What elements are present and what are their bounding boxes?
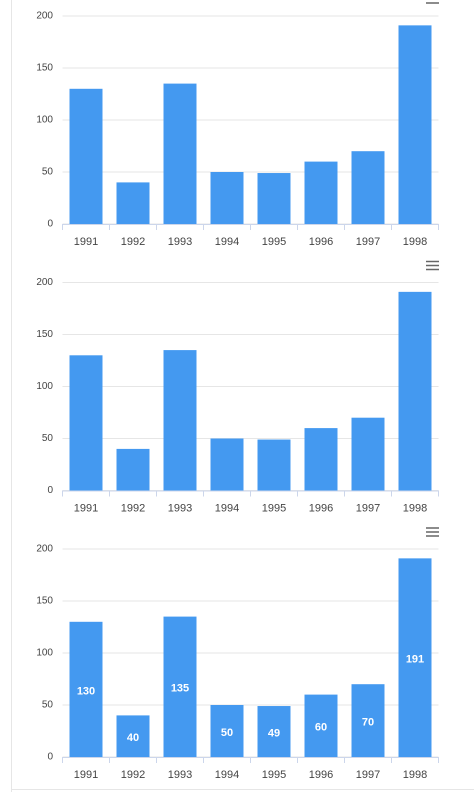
x-tick-label: 1997 [356, 236, 380, 248]
x-tick-label: 1993 [168, 502, 192, 514]
x-tick-label: 1998 [403, 236, 427, 248]
data-label: 191 [406, 654, 424, 666]
bar [69, 355, 103, 491]
x-tick-label: 1996 [309, 502, 333, 514]
menu-button[interactable] [426, 0, 439, 4]
bar [210, 705, 244, 757]
y-tick-label: 100 [36, 115, 53, 126]
y-tick-label: 150 [36, 63, 53, 74]
y-tick-label: 200 [36, 11, 53, 22]
bar [304, 694, 338, 757]
chart: 0 50 100 150 200 1991 130 1992 40 1993 135 1994 50 19… [36, 527, 439, 781]
menu-button[interactable] [426, 527, 439, 537]
x-tick-label: 1998 [403, 502, 427, 514]
chart: 0 50 100 150 200 1991 1992 1993 1994 1995 1996 1997… [36, 0, 439, 248]
x-tick-label: 1997 [356, 502, 380, 514]
x-tick-label: 1994 [215, 236, 239, 248]
bar [210, 172, 244, 224]
x-tick-label: 1991 [74, 236, 98, 248]
data-label: 135 [171, 683, 189, 695]
x-tick-label: 1991 [74, 769, 98, 781]
bar [257, 173, 291, 224]
bar [163, 616, 197, 757]
x-tick-label: 1993 [168, 236, 192, 248]
data-label: 130 [77, 685, 95, 697]
y-tick-label: 100 [36, 381, 53, 392]
x-tick-label: 1992 [121, 236, 145, 248]
bar [69, 621, 103, 757]
bar [398, 25, 432, 224]
y-tick-label: 50 [42, 700, 54, 711]
y-tick-label: 200 [36, 277, 53, 288]
bar [257, 439, 291, 491]
data-label: 49 [268, 727, 280, 739]
x-tick-label: 1994 [215, 769, 239, 781]
bar [351, 417, 385, 491]
y-tick-label: 0 [47, 485, 53, 496]
x-tick-label: 1993 [168, 769, 192, 781]
x-tick-label: 1996 [309, 769, 333, 781]
y-tick-label: 100 [36, 648, 53, 659]
y-tick-label: 0 [47, 752, 53, 763]
x-tick-label: 1996 [309, 236, 333, 248]
x-tick-label: 1997 [356, 769, 380, 781]
x-tick-label: 1994 [215, 502, 239, 514]
x-tick-label: 1998 [403, 769, 427, 781]
bar [163, 83, 197, 224]
x-tick-label: 1995 [262, 236, 286, 248]
bar [210, 438, 244, 491]
bar [116, 448, 150, 491]
menu-button[interactable] [426, 260, 439, 271]
y-tick-label: 0 [47, 219, 53, 230]
bar [69, 88, 103, 224]
bar [351, 151, 385, 224]
y-tick-label: 200 [36, 544, 53, 555]
data-label: 70 [362, 717, 374, 729]
y-tick-label: 50 [42, 433, 54, 444]
bar [351, 684, 385, 757]
x-tick-label: 1995 [262, 769, 286, 781]
data-label: 60 [315, 722, 327, 734]
data-label: 40 [127, 732, 139, 744]
bar [163, 350, 197, 491]
y-tick-label: 150 [36, 329, 53, 340]
bar [398, 558, 432, 757]
bar [257, 706, 291, 757]
chart: 0 50 100 150 200 1991 1992 1993 1994 1995 1996 1997… [36, 260, 439, 514]
x-tick-label: 1995 [262, 502, 286, 514]
data-label: 50 [221, 727, 233, 739]
y-tick-label: 150 [36, 596, 53, 607]
bar [116, 182, 150, 224]
x-tick-label: 1992 [121, 502, 145, 514]
bar [304, 428, 338, 491]
x-tick-label: 1992 [121, 769, 145, 781]
x-tick-label: 1991 [74, 502, 98, 514]
bar [304, 161, 338, 224]
bar [116, 715, 150, 757]
bar [398, 291, 432, 491]
y-tick-label: 50 [42, 167, 54, 178]
